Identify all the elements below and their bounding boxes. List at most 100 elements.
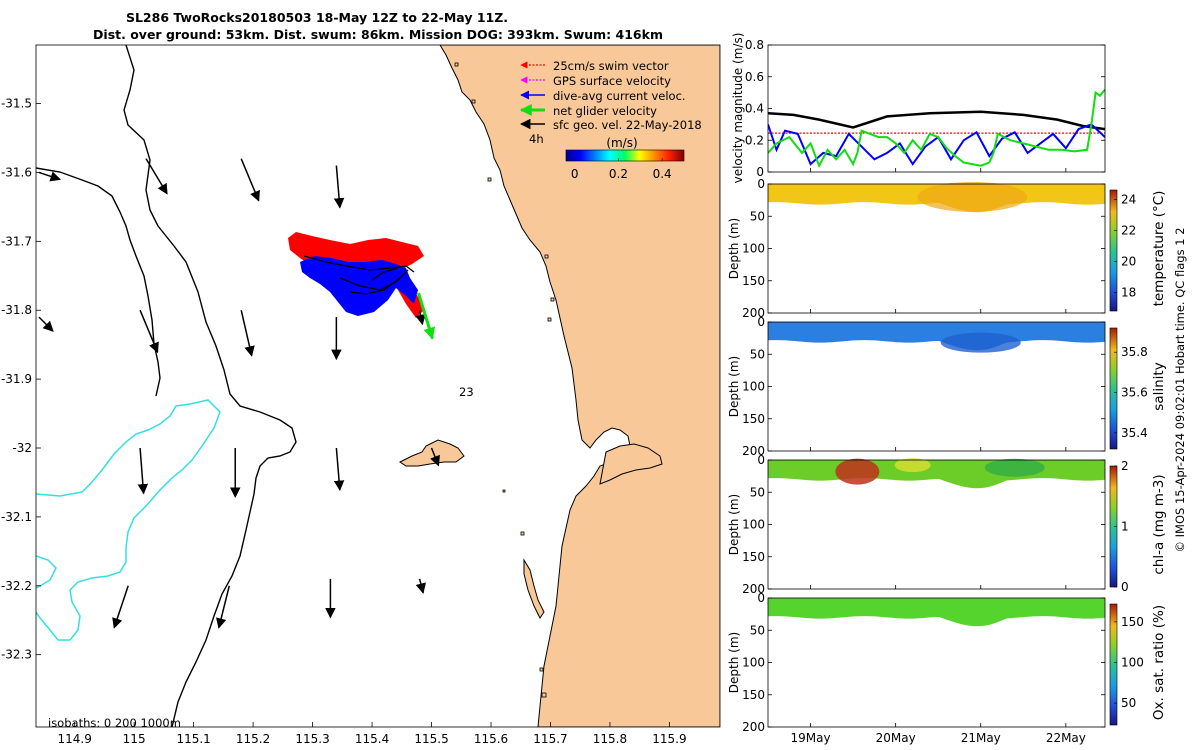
- map-x-tick-label: 115.2: [236, 732, 270, 746]
- scale-label-4h: 4h: [529, 132, 544, 146]
- velocity-y-tick-label: 0.8: [745, 38, 764, 52]
- map-colorbar-tick-label: 0.4: [653, 167, 672, 181]
- map-y-tick-label: -31.9: [1, 372, 32, 386]
- time-tick-label: 22May: [1046, 731, 1086, 745]
- geostrophic-arrow: [139, 309, 159, 354]
- legend-label-dive-avg: dive-avg current veloc.: [553, 89, 686, 103]
- section-y-tick-label: 100: [742, 656, 765, 670]
- map-x-tick-label: 115.6: [474, 732, 508, 746]
- legend-entry-dive-avg: dive-avg current veloc.: [520, 89, 686, 103]
- section-colorbar-tick-label: 2: [1121, 459, 1129, 473]
- section-background: [768, 460, 1105, 589]
- land-rottnest-island: [399, 439, 465, 467]
- map-y-axis: -31.5 -31.6 -31.7 -31.8 -31.9 -32 -32.1 -32.2 -3…: [1, 97, 41, 662]
- map-colorbar: [565, 149, 685, 162]
- section-panel-4: 0 50 100 150 200 Depth (m) 50 100 150 Ox. sat. ra…: [727, 591, 1167, 734]
- time-tick-label: 19May: [791, 731, 831, 745]
- geostrophic-arrow: [415, 310, 426, 326]
- geostrophic-arrow: [112, 585, 129, 629]
- section-y-tick-label: 100: [742, 380, 765, 394]
- legend-entry-sfc-geo: sfc geo. vel. 22-May-2018: [519, 118, 702, 132]
- section-panel-3: 0 50 100 150 200 Depth (m) 0 1 2 chl-a (mg m-3): [727, 453, 1167, 596]
- section-data-band: [768, 322, 1105, 351]
- velocity-y-tick-label: 0: [756, 165, 764, 179]
- temperature-warm-patch: [917, 181, 1028, 212]
- section-panel-1: 0 50 100 150 200 Depth (m) 18 20 22 24 temperature…: [727, 177, 1167, 320]
- map-colorbar-tick-label: 0.2: [609, 167, 628, 181]
- geostrophic-arrow: [38, 316, 54, 332]
- map-y-tick-label: -31.5: [1, 97, 32, 111]
- map-colorbar-tick-label: 0: [571, 167, 579, 181]
- map-x-tick-label: 115.7: [533, 732, 567, 746]
- isobath-200m: [123, 45, 297, 727]
- map-y-tick-label: -32.3: [1, 648, 32, 662]
- glider-track-lines: [303, 255, 415, 295]
- land-garden-island: [523, 558, 545, 619]
- section-colorbar-tick-label: 35.8: [1121, 345, 1148, 359]
- section-y-tick-label: 0: [757, 591, 765, 605]
- section-colorbar-label: temperature (°C): [1151, 191, 1167, 307]
- isobath-0m-cyan: [36, 399, 221, 641]
- map-y-tick-label: -32.1: [1, 510, 32, 524]
- isobath-0m-cyan-2: [36, 555, 57, 589]
- salinity-low-patch: [940, 332, 1021, 353]
- map-x-axis: 114.9 115 115.1 115.2 115.3 115.4 115.5 115.6 11…: [57, 722, 687, 746]
- velocity-panel: 0 0.2 0.4 0.6 0.8 velocity magnitude (m/s): [731, 33, 1106, 184]
- section-y-tick-label: 200: [742, 306, 765, 320]
- geostrophic-arrow: [145, 158, 168, 195]
- map-y-tick-label: -31.8: [1, 303, 32, 317]
- section-y-tick-label: 200: [742, 444, 765, 458]
- section-colorbar-label: Ox. sat. ratio (%): [1151, 605, 1167, 720]
- section-y-tick-label: 100: [742, 242, 765, 256]
- geostrophic-arrow: [333, 165, 345, 209]
- section-colorbar-tick-label: 0: [1121, 580, 1129, 594]
- section-colorbar-label: salinity: [1151, 362, 1167, 410]
- section-colorbar: [1109, 189, 1118, 312]
- section-colorbar-tick-label: 22: [1121, 223, 1136, 237]
- map-x-tick-label: 114.9: [57, 732, 91, 746]
- map-x-tick-label: 115: [123, 732, 146, 746]
- legend-label-gps: GPS surface velocity: [553, 74, 671, 88]
- legend-label-swim: 25cm/s swim vector: [553, 59, 669, 73]
- section-panel-2: 0 50 100 150 200 Depth (m) 35.4 35.6 35.8salinit…: [727, 315, 1167, 458]
- map-x-tick-label: 115.5: [414, 732, 448, 746]
- section-colorbar-tick-label: 1: [1121, 520, 1129, 534]
- section-y-tick-label: 50: [750, 347, 765, 361]
- section-colorbar-tick-label: 24: [1121, 192, 1136, 206]
- geostrophic-vectors: [38, 158, 440, 629]
- velocity-y-tick-label: 0.4: [745, 102, 764, 116]
- time-tick-label: 21May: [961, 731, 1001, 745]
- section-data-band: [768, 598, 1105, 627]
- section-colorbar-tick-label: 35.4: [1121, 426, 1148, 440]
- islets: [454, 62, 555, 698]
- section-ylabel: Depth (m): [727, 632, 741, 693]
- section-y-tick-label: 100: [742, 518, 765, 532]
- section-y-tick-label: 50: [750, 209, 765, 223]
- section-y-tick-label: 0: [757, 453, 765, 467]
- velocity-ylabel: velocity magnitude (m/s): [731, 33, 745, 184]
- map-colorbar-label: (m/s): [606, 136, 637, 150]
- chl-a-high-patch: [835, 458, 880, 485]
- map-colorbar-ticks: 0 0.2 0.4: [571, 158, 672, 181]
- land-mainland: [439, 45, 720, 727]
- velocity-y-axis: 0 0.2 0.4 0.6 0.8: [745, 38, 1105, 179]
- section-y-tick-label: 0: [757, 315, 765, 329]
- section-colorbar: [1109, 603, 1118, 726]
- section-y-tick-label: 50: [750, 623, 765, 637]
- time-tick-label: 20May: [876, 731, 916, 745]
- section-y-tick-label: 200: [742, 582, 765, 596]
- copyright-text: © IMOS 15-Apr-2024 09:02:01 Hobart time.…: [1173, 227, 1187, 552]
- section-y-tick-label: 0: [757, 177, 765, 191]
- net-glider-vector: [417, 292, 436, 340]
- legend-entry-net-glider: net glider velocity: [519, 104, 657, 118]
- section-colorbar-tick-label: 150: [1121, 615, 1144, 629]
- section-background: [768, 322, 1105, 451]
- map-y-tick-label: -31.6: [1, 165, 32, 179]
- map-x-tick-label: 115.1: [176, 732, 210, 746]
- section-colorbar-tick-label: 18: [1121, 285, 1136, 299]
- geostrophic-arrow: [216, 585, 231, 629]
- map-annotation-23: 23: [459, 385, 474, 399]
- map-frame: [35, 44, 721, 728]
- section-colorbar-label: chl-a (mg m-3): [1151, 474, 1167, 574]
